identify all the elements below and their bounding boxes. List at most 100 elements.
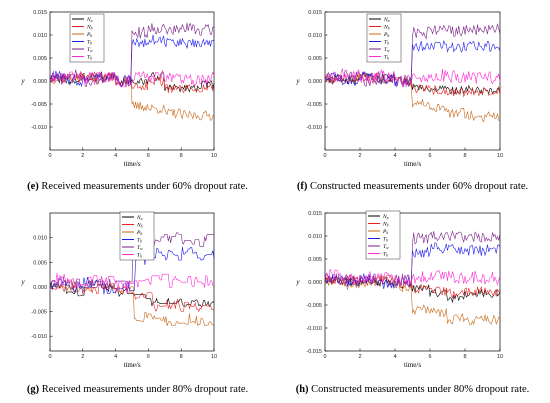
legend-label: Th	[384, 55, 389, 61]
x-tick-label: 6	[147, 354, 150, 360]
y-tick-label: -0.005	[306, 102, 322, 108]
panel-e: 0 2 4 6 8 10 -0.010 -0.005 0.000 0.005 0.010 0.015 t…	[0, 0, 275, 201]
legend-label: Na	[383, 17, 390, 23]
legend-label: Tb	[383, 237, 388, 243]
legend-label: Pb	[382, 229, 388, 235]
y-tick-label: 0.010	[308, 33, 322, 39]
x-axis-label: time/s	[123, 160, 140, 168]
caption-e: (e) Received measurements under 60% drop…	[0, 181, 275, 192]
x-tick-label: 2	[358, 354, 361, 360]
y-tick-label: 0.010	[308, 234, 322, 240]
caption-h-text: Constructed measurements under 80% dropo…	[311, 384, 530, 395]
caption-f: (f) Constructed measurements under 60% d…	[275, 181, 550, 192]
y-tick-label: -0.010	[306, 326, 322, 332]
series-line-t_b	[324, 40, 501, 87]
caption-h: (h) Constructed measurements under 80% d…	[275, 384, 550, 395]
x-tick-label: 10	[211, 153, 217, 159]
legend-label: Th	[87, 55, 92, 61]
chart-e: 0 2 4 6 8 10 -0.010 -0.005 0.000 0.005 0.010 0.015 t…	[20, 10, 217, 168]
x-axis-label: time/s	[404, 160, 421, 168]
legend-label: Pb	[383, 32, 389, 38]
x-tick-label: 2	[358, 153, 361, 159]
y-axis-label: y	[20, 77, 25, 85]
y-tick-label: 0.010	[33, 236, 47, 242]
x-tick-label: 8	[463, 153, 466, 159]
legend-label: Tb	[87, 40, 92, 46]
caption-g-letter: (g)	[26, 384, 40, 395]
y-tick-label: 0.015	[33, 10, 47, 16]
legend-label: Na	[136, 215, 143, 221]
legend-label: Pb	[86, 32, 92, 38]
series-line-n_b	[324, 275, 501, 299]
y-tick-label: 0.000	[308, 280, 322, 286]
y-tick-label: 0.000	[33, 285, 47, 291]
y-tick-label: 0.005	[33, 56, 47, 62]
x-tick-label: 8	[463, 354, 466, 360]
y-tick-label: 0.015	[308, 211, 322, 217]
series-line-p_b	[49, 72, 215, 121]
series-line-t_h	[50, 273, 214, 294]
y-axis-label: y	[295, 77, 300, 85]
x-tick-label: 8	[180, 153, 183, 159]
series-line-t_b	[49, 34, 215, 88]
caption-h-letter: (h)	[295, 384, 309, 395]
legend-label: Tw	[137, 245, 143, 251]
legend-label: Na	[86, 17, 93, 23]
legend-label: Tw	[87, 47, 93, 53]
panel-h: 0 2 4 6 8 10 -0.015 -0.010 -0.005 0.000 0.005 0.010…	[275, 201, 550, 402]
series-line-t_w	[49, 22, 215, 87]
series-line-t_h	[324, 68, 501, 88]
series-line-p_b	[324, 72, 501, 123]
legend-label: Tb	[384, 40, 389, 46]
x-tick-label: 4	[393, 354, 396, 360]
y-tick-label: 0.015	[308, 10, 322, 16]
chart-f: 0 2 4 6 8 10 -0.010 -0.005 0.000 0.005 0.010 0.015 t…	[295, 10, 503, 168]
legend-label: Tw	[384, 47, 390, 53]
y-tick-label: -0.010	[31, 334, 47, 340]
series-line-t_w	[324, 23, 501, 88]
caption-e-text: Received measurements under 60% dropout …	[41, 181, 248, 192]
series-line-n_b	[49, 71, 215, 94]
caption-f-letter: (f)	[296, 181, 308, 192]
x-tick-label: 0	[48, 153, 51, 159]
x-tick-label: 4	[114, 153, 117, 159]
y-tick-label: 0.005	[308, 257, 322, 263]
chart-g: 0 2 4 6 8 10 -0.010 -0.005 0.000 0.005 0.010 time/s…	[20, 211, 217, 369]
caption-g-text: Received measurements under 80% dropout …	[41, 384, 249, 395]
x-tick-label: 10	[497, 354, 503, 360]
legend-label: Tw	[383, 244, 389, 250]
x-tick-label: 6	[428, 354, 431, 360]
x-axis-label: time/s	[404, 361, 421, 369]
x-tick-label: 6	[428, 153, 431, 159]
legend-label: Nb	[383, 25, 390, 31]
series-line-n_a	[49, 279, 215, 308]
caption-e-letter: (e)	[27, 181, 39, 192]
y-axis-label: y	[20, 278, 25, 286]
y-tick-label: 0.005	[33, 260, 47, 266]
x-tick-label: 4	[393, 153, 396, 159]
legend-label: Na	[382, 214, 389, 220]
panel-g: 0 2 4 6 8 10 -0.010 -0.005 0.000 0.005 0.010 time/s…	[0, 201, 275, 402]
y-tick-label: 0.010	[33, 33, 47, 39]
y-tick-label: -0.005	[31, 102, 47, 108]
caption-f-text: Constructed measurements under 60% dropo…	[310, 181, 529, 192]
y-tick-label: 0.000	[308, 79, 322, 85]
y-tick-label: 0.000	[33, 79, 47, 85]
legend-label: Nb	[86, 25, 93, 31]
y-tick-label: -0.005	[31, 310, 47, 316]
legend-box	[69, 13, 105, 63]
legend-label: Nb	[382, 222, 389, 228]
series-line-n_b	[50, 279, 214, 313]
series-line-n_a	[324, 274, 501, 304]
y-tick-label: -0.010	[306, 125, 322, 131]
x-axis-label: time/s	[123, 361, 140, 369]
x-tick-label: 10	[497, 153, 503, 159]
y-axis-label: y	[295, 278, 300, 286]
legend-label: Th	[383, 252, 388, 258]
series-line-t_b	[49, 246, 215, 295]
panel-f: 0 2 4 6 8 10 -0.010 -0.005 0.000 0.005 0.010 0.015 t…	[275, 0, 550, 201]
y-tick-label: 0.005	[308, 56, 322, 62]
caption-g: (g) Received measurements under 80% drop…	[0, 384, 275, 395]
legend-label: Th	[137, 253, 142, 259]
legend-label: Pb	[136, 230, 142, 236]
